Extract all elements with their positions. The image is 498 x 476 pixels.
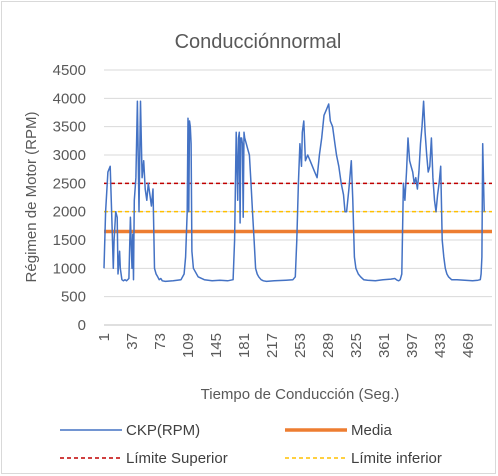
y-tick-label: 4000: [53, 90, 86, 107]
series-line: [103, 100, 485, 283]
x-tick-label: 73: [152, 333, 169, 350]
x-tick-label: 253: [292, 333, 309, 358]
y-tick-label: 3500: [53, 119, 86, 136]
x-tick-label: 469: [460, 333, 477, 358]
y-tick-label: 1000: [53, 260, 86, 277]
series-lines: [103, 100, 485, 283]
legend-label: Media: [351, 422, 393, 439]
x-axis-label: Tiempo de Conducción (Seg.): [201, 386, 400, 403]
y-tick-label: 2000: [53, 204, 86, 221]
legend-label: CKP(RPM): [126, 422, 200, 439]
x-tick-label: 181: [236, 333, 253, 358]
reference-lines: [104, 182, 492, 234]
y-axis-label: Régimen de Motor (RPM): [23, 112, 40, 283]
x-tick-label: 433: [432, 333, 449, 358]
x-tick-label: 361: [376, 333, 393, 358]
legend-label: Límite inferior: [351, 450, 442, 467]
x-tick-label: 1: [96, 333, 113, 341]
y-tick-label: 0: [78, 317, 86, 334]
y-axis-ticks: 0 500 1000 1500 2000 2500 3000 3500 4000 4500: [53, 62, 86, 334]
x-tick-label: 37: [124, 333, 141, 350]
y-tick-label: 2500: [53, 175, 86, 192]
x-axis-ticks: 1 37 73 109 145 181 217 253 289 325 361 397 433 469: [96, 333, 477, 358]
y-tick-label: 3000: [53, 147, 86, 164]
legend: CKP(RPM) Media Límite Superior Límite infer…: [60, 422, 442, 467]
x-tick-label: 325: [348, 333, 365, 358]
legend-label: Límite Superior: [126, 450, 228, 467]
x-tick-label: 145: [208, 333, 225, 358]
y-tick-label: 500: [61, 289, 86, 306]
chart-title: Conducciónnormal: [175, 31, 342, 53]
y-tick-label: 4500: [53, 62, 86, 79]
x-tick-label: 217: [264, 333, 281, 358]
x-tick-label: 289: [320, 333, 337, 358]
x-tick-label: 109: [180, 333, 197, 358]
x-tick-label: 397: [404, 333, 421, 358]
y-tick-label: 1500: [53, 232, 86, 249]
